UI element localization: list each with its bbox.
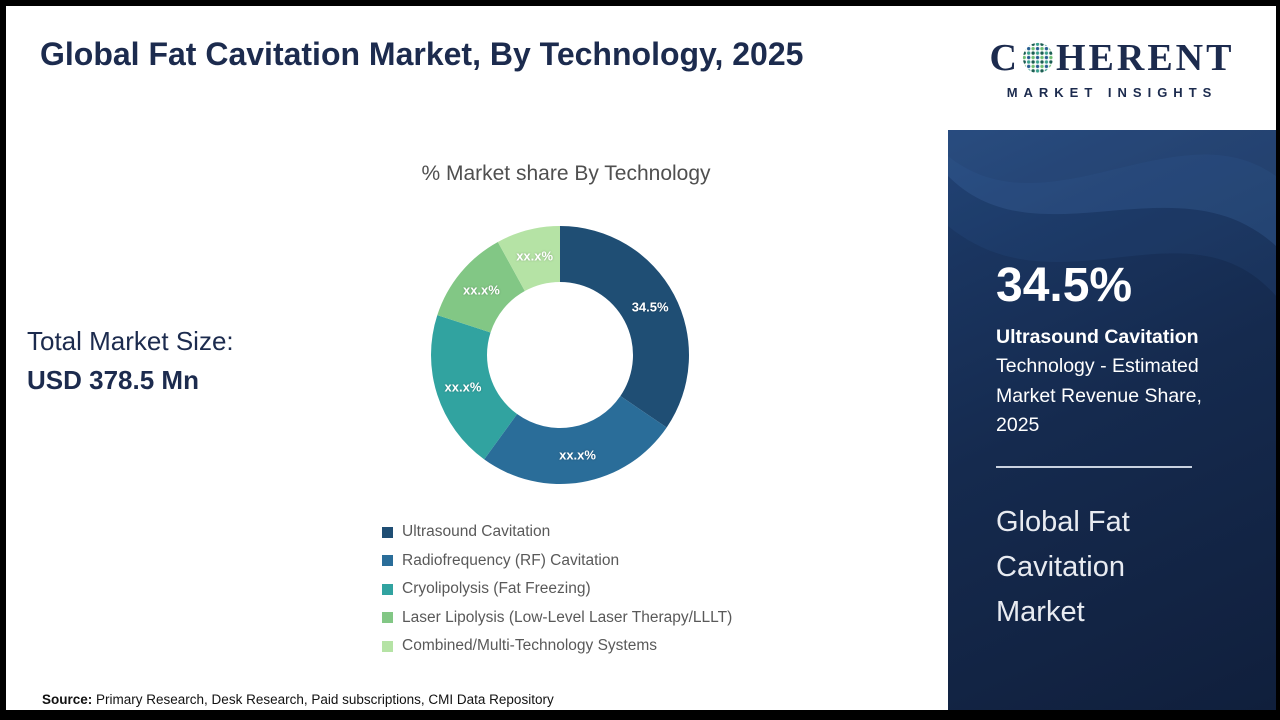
main-content: Global Fat Cavitation Market, By Technol…	[6, 6, 948, 710]
legend-item: Laser Lipolysis (Low-Level Laser Therapy…	[382, 609, 732, 627]
logo-letter-c: C	[989, 37, 1020, 79]
donut-slice	[484, 396, 667, 484]
legend-label: Radiofrequency (RF) Cavitation	[402, 551, 620, 569]
legend-label: Cryolipolysis (Fat Freezing)	[402, 580, 591, 597]
legend-label: Laser Lipolysis (Low-Level Laser Therapy…	[402, 608, 733, 626]
slice-labels-layer: 34.5% xx.x% xx.x% xx.x% xx.x%	[430, 225, 690, 485]
source-label: Source:	[42, 692, 93, 707]
source-text: Primary Research, Desk Research, Paid su…	[96, 692, 554, 707]
logo: C HERENT MARKET INSIGHTS	[948, 6, 1276, 130]
source-note: Source: Primary Research, Desk Research,…	[42, 692, 554, 707]
market-size-block: Total Market Size: USD 378.5 Mn	[27, 326, 234, 396]
donut-slice	[497, 226, 560, 292]
slice-label: xx.x%	[516, 248, 554, 264]
slice-label: xx.x%	[559, 447, 596, 463]
donut-chart: 34.5% xx.x% xx.x% xx.x% xx.x%	[430, 225, 690, 485]
stat-value: 34.5%	[996, 259, 1133, 312]
slice-label: xx.x%	[444, 379, 482, 395]
stat-description-bold: Ultrasound Cavitation	[996, 326, 1199, 348]
legend-item: Combined/Multi-Technology Systems	[382, 637, 732, 655]
legend-swatch	[382, 583, 393, 595]
legend-item: Cryolipolysis (Fat Freezing)	[382, 580, 732, 598]
legend-label: Combined/Multi-Technology Systems	[402, 637, 657, 654]
donut-chart-svg	[430, 226, 689, 484]
sidebar-panel: C HERENT MARKET INSIGHTS	[948, 6, 1276, 710]
report-title: Global Fat Cavitation Market	[996, 506, 1130, 628]
logo-wordmark: C HERENT	[990, 36, 1235, 80]
donut-slice	[560, 226, 689, 428]
chart-title: % Market share By Technology	[421, 162, 711, 185]
donut-slice	[437, 241, 525, 333]
stat-description: Ultrasound Cavitation Technology - Estim…	[996, 323, 1228, 440]
market-size-label: Total Market Size:	[27, 326, 234, 356]
legend-swatch	[382, 555, 393, 566]
slice-label: 34.5%	[631, 299, 669, 315]
stat-description-rest: Technology - Estimated Market Revenue Sh…	[996, 355, 1202, 436]
market-size-value: USD 378.5 Mn	[27, 365, 199, 395]
legend-item: Radiofrequency (RF) Cavitation	[382, 552, 732, 570]
chart-legend: Ultrasound Cavitation Radiofrequency (RF)…	[382, 523, 732, 655]
donut-slice	[430, 315, 518, 460]
legend-swatch	[382, 612, 393, 623]
panel-divider	[996, 466, 1192, 468]
legend-swatch	[382, 526, 393, 538]
logo-tagline: MARKET INSIGHTS	[1006, 85, 1218, 100]
legend-label: Ultrasound Cavitation	[402, 523, 551, 540]
logo-letters-rest: HERENT	[1055, 37, 1235, 79]
globe-icon	[1022, 42, 1054, 74]
panel-body: 34.5% Ultrasound Cavitation Technology -…	[948, 130, 1276, 710]
legend-item: Ultrasound Cavitation	[382, 523, 732, 541]
page-title: Global Fat Cavitation Market, By Technol…	[40, 36, 804, 72]
slice-label: xx.x%	[462, 282, 500, 298]
legend-swatch	[382, 640, 393, 652]
